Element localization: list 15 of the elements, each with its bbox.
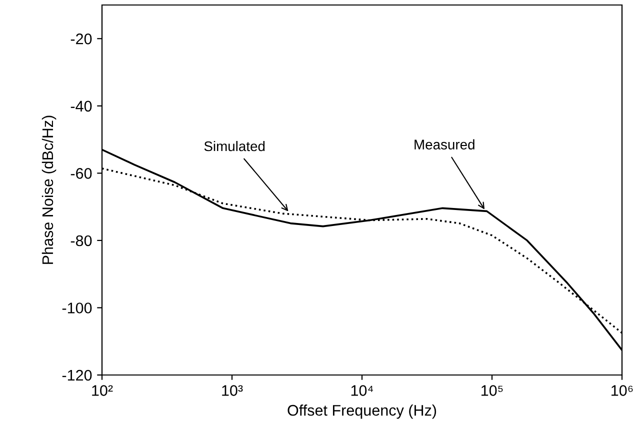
y-axis-title: Phase Noise (dBc/Hz) <box>42 116 56 264</box>
y-tick-label: -40 <box>70 100 92 112</box>
y-tick-label: -20 <box>70 34 92 44</box>
x-tick-label: 10³ <box>222 385 243 396</box>
y-tick-label: -120 <box>62 370 92 381</box>
x-tick-label: 10⁶ <box>612 385 633 396</box>
x-axis-title: Offset Frequency (Hz) <box>288 404 436 419</box>
y-tick-label: -60 <box>70 168 92 179</box>
y-tick-label: -100 <box>62 302 92 314</box>
x-tick-label: 10² <box>92 385 113 396</box>
x-tick-label: 10⁵ <box>482 385 503 396</box>
x-tick-label: 10⁴ <box>351 385 374 396</box>
y-tick-label: -80 <box>70 235 92 246</box>
annotation: Measured <box>414 139 474 150</box>
annotation: Simulated <box>204 140 265 152</box>
